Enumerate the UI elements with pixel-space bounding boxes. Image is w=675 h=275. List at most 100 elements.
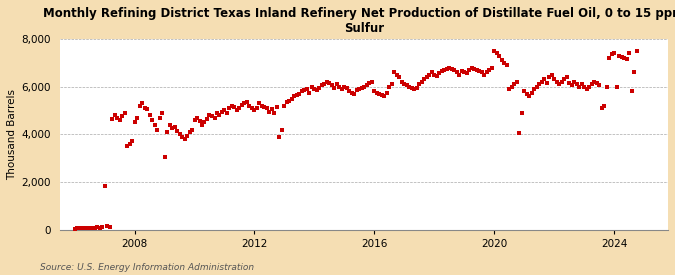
Point <box>79 226 90 230</box>
Point <box>207 114 217 119</box>
Point <box>264 109 275 114</box>
Point <box>429 73 439 77</box>
Point <box>539 77 549 82</box>
Point <box>589 80 599 84</box>
Point <box>261 106 272 110</box>
Point <box>606 52 617 57</box>
Point <box>146 118 157 122</box>
Point <box>367 80 377 84</box>
Point <box>354 87 364 91</box>
Point <box>506 84 517 89</box>
Title: Monthly Refining District Texas Inland Refinery Net Production of Distillate Fue: Monthly Refining District Texas Inland R… <box>43 7 675 35</box>
Point <box>311 88 322 92</box>
Point <box>319 82 330 86</box>
Point <box>484 68 495 72</box>
Point <box>471 68 482 72</box>
Point <box>601 84 612 89</box>
Point <box>324 81 335 85</box>
Point <box>271 105 282 109</box>
Point <box>259 105 270 109</box>
Point <box>402 83 412 88</box>
Point <box>603 56 614 60</box>
Point <box>306 84 317 89</box>
Point <box>499 60 510 65</box>
Point <box>111 116 122 120</box>
Point <box>109 113 120 117</box>
Point <box>182 133 192 138</box>
Point <box>249 108 260 113</box>
Point <box>406 86 417 90</box>
Point <box>502 63 512 67</box>
Point <box>479 73 489 77</box>
Point <box>289 94 300 98</box>
Point <box>317 83 327 88</box>
Point <box>302 87 313 91</box>
Point <box>464 68 475 72</box>
Point <box>409 87 420 91</box>
Point <box>514 131 524 135</box>
Point <box>161 130 172 134</box>
Point <box>74 226 85 231</box>
Point <box>329 86 340 90</box>
Point <box>196 123 207 127</box>
Point <box>562 75 572 79</box>
Point <box>284 99 295 103</box>
Point <box>359 84 370 89</box>
Point <box>421 75 432 79</box>
Point <box>234 106 245 110</box>
Point <box>346 90 357 95</box>
Point <box>549 77 560 82</box>
Point <box>294 92 305 96</box>
Point <box>279 103 290 108</box>
Point <box>321 80 332 84</box>
Point <box>611 84 622 89</box>
Point <box>404 84 414 89</box>
Point <box>192 116 202 120</box>
Point <box>496 58 507 63</box>
Point <box>546 73 557 77</box>
Point <box>269 111 280 115</box>
Point <box>92 225 103 230</box>
Point <box>424 73 435 77</box>
Point <box>551 80 562 84</box>
Point <box>119 111 130 115</box>
Point <box>384 84 395 89</box>
Point <box>227 103 238 108</box>
Point <box>529 87 539 91</box>
Point <box>564 81 574 85</box>
Point <box>169 125 180 129</box>
Point <box>456 69 467 73</box>
Point <box>446 67 457 71</box>
Point <box>389 70 400 75</box>
Point <box>379 94 389 98</box>
Point <box>581 87 592 91</box>
Point <box>516 111 527 115</box>
Point <box>436 69 447 73</box>
Point <box>381 90 392 95</box>
Point <box>474 69 485 73</box>
Point <box>304 90 315 95</box>
Point <box>511 80 522 84</box>
Point <box>509 82 520 86</box>
Point <box>209 116 220 120</box>
Point <box>89 226 100 230</box>
Point <box>504 87 514 91</box>
Point <box>252 106 263 110</box>
Point <box>164 123 175 127</box>
Point <box>204 113 215 117</box>
Point <box>299 88 310 92</box>
Point <box>486 65 497 70</box>
Point <box>491 51 502 55</box>
Point <box>132 116 142 120</box>
Point <box>396 80 407 84</box>
Point <box>591 81 602 85</box>
Point <box>149 123 160 127</box>
Point <box>352 88 362 92</box>
Point <box>377 93 387 97</box>
Point <box>277 127 288 132</box>
Point <box>596 106 607 110</box>
Point <box>566 83 577 88</box>
Point <box>461 71 472 76</box>
Point <box>342 86 352 90</box>
Point <box>134 103 145 108</box>
